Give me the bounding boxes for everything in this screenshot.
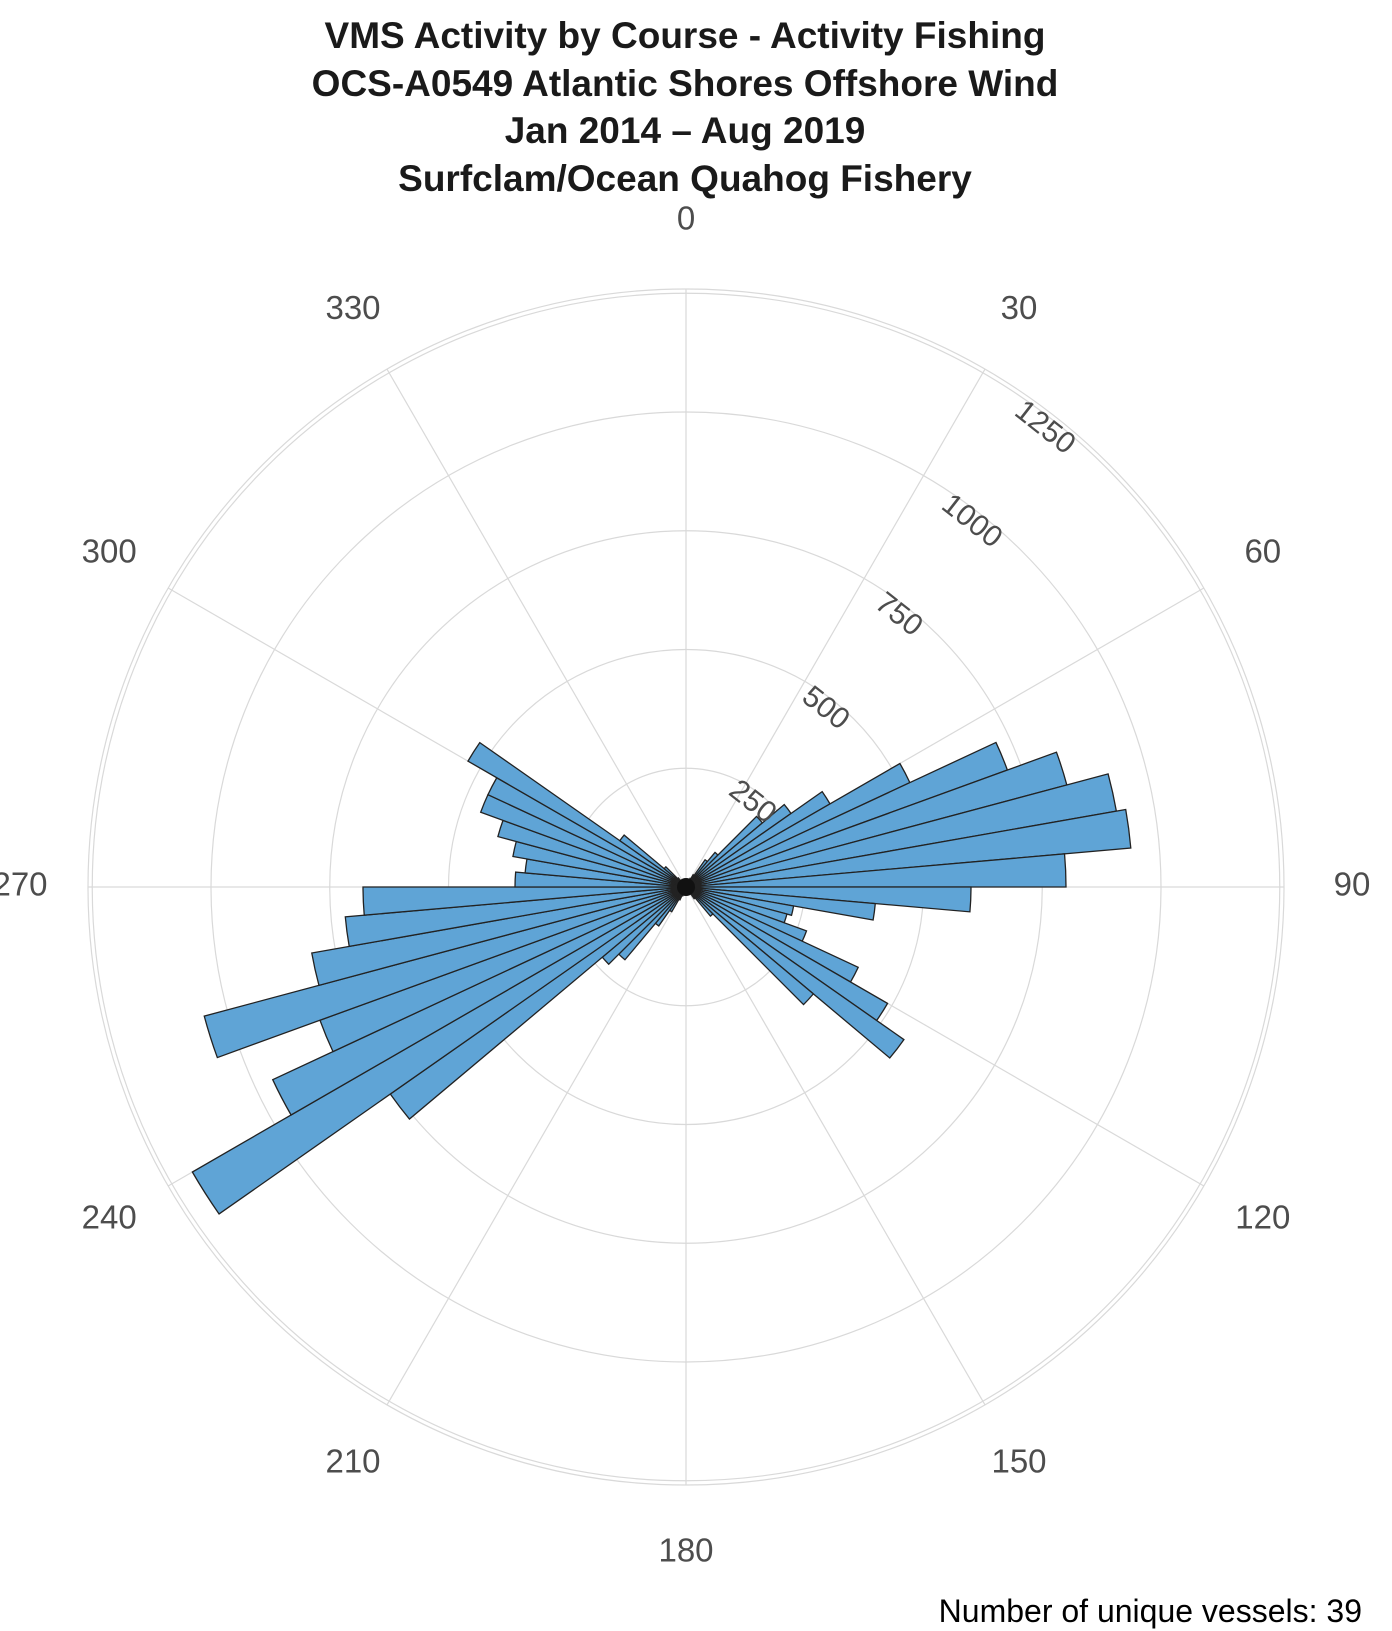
- title-line-1: VMS Activity by Course - Activity Fishin…: [325, 15, 1046, 56]
- angle-tick-label: 150: [991, 1443, 1046, 1480]
- angle-tick-label: 0: [677, 200, 695, 237]
- grid-spoke: [685, 886, 986, 1406]
- angle-tick-label: 180: [658, 1532, 713, 1569]
- angle-tick-label: 300: [82, 533, 137, 570]
- grid-spoke: [386, 886, 687, 1406]
- bar-262.5: [344, 886, 687, 948]
- center-point: [677, 878, 695, 896]
- bar-series: [191, 741, 1132, 1215]
- angle-tick-label: 210: [325, 1443, 380, 1480]
- bar-252.5: [203, 886, 687, 1059]
- angle-tick-label: 330: [325, 289, 380, 326]
- radial-tick-label: 750: [869, 586, 929, 643]
- angle-tick-label: 270: [0, 866, 48, 903]
- bar-267.5: [362, 886, 687, 916]
- radial-tick-label: 500: [796, 680, 856, 737]
- bar-302.5: [467, 741, 687, 888]
- chart-title: VMS Activity by Course - Activity Fishin…: [312, 15, 1059, 199]
- title-line-3: Jan 2014 – Aug 2019: [505, 110, 866, 151]
- unique-vessels-note: Number of unique vessels: 39: [939, 1593, 1362, 1629]
- angle-tick-label: 240: [82, 1199, 137, 1236]
- bar-242.5: [271, 886, 687, 1116]
- angle-tick-label: 60: [1244, 533, 1281, 570]
- title-line-2: OCS-A0549 Atlantic Shores Offshore Wind: [312, 63, 1059, 104]
- radial-tick-label: 1000: [936, 487, 1009, 554]
- angle-tick-label: 120: [1235, 1199, 1290, 1236]
- bar-87.5: [685, 853, 1067, 888]
- grid-spoke: [685, 368, 986, 888]
- bar-237.5: [191, 886, 687, 1215]
- bar-127.5: [685, 886, 905, 1059]
- center-dot: [677, 878, 695, 896]
- angle-tick-label: 30: [1001, 289, 1038, 326]
- bar-257.5: [311, 886, 687, 987]
- angle-tick-label: 90: [1334, 866, 1371, 903]
- radial-tick-label: 1250: [1009, 394, 1082, 461]
- grid-spoke: [386, 368, 687, 888]
- bar-307.5: [618, 834, 687, 888]
- bar-132.5: [685, 886, 815, 1006]
- bar-82.5: [685, 808, 1132, 888]
- angle-axis-labels: 0 30 60 90 120 150 180 210 240 270 300 330: [0, 200, 1370, 1569]
- title-line-4: Surfclam/Ocean Quahog Fishery: [398, 158, 972, 199]
